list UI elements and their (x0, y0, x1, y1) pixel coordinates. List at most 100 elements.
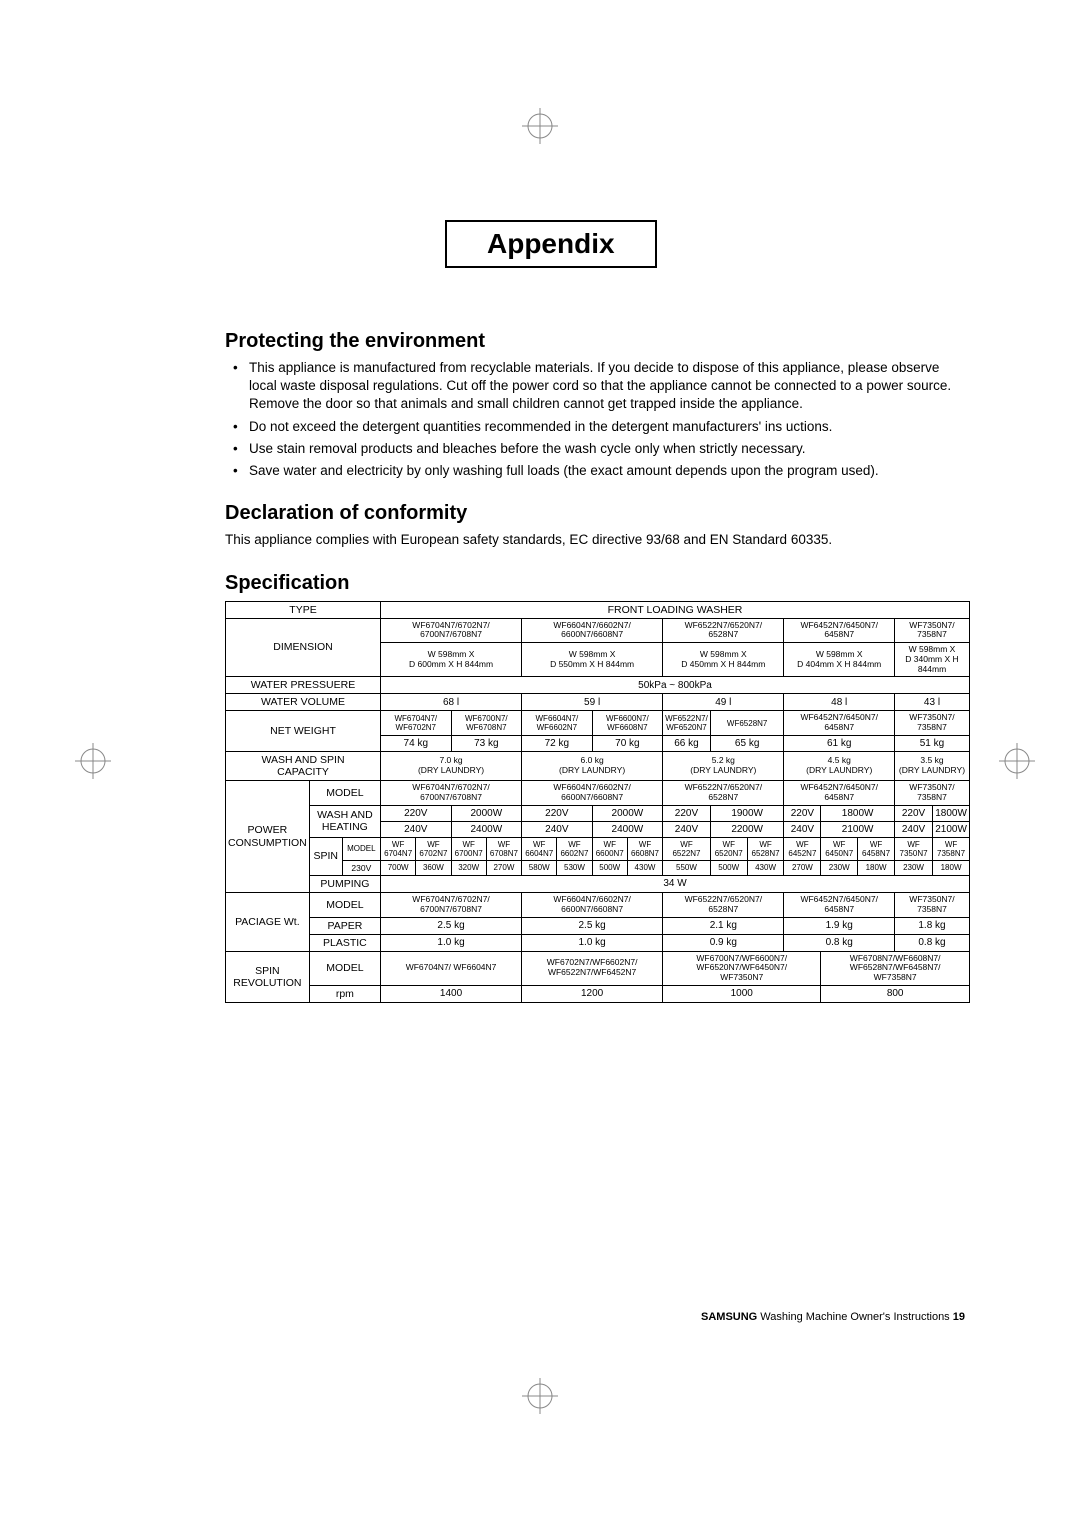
footer: SAMSUNG Washing Machine Owner's Instruct… (701, 1311, 965, 1323)
wh240: 240V (381, 821, 452, 837)
spin-model: WF6520N7 (710, 837, 747, 860)
dim-model: WF6604N7/6602N7/6600N7/6608N7 (522, 618, 663, 643)
wh220: 220V (784, 805, 821, 821)
pc-model: WF6522N7/6520N7/6528N7 (663, 781, 784, 806)
pumping-value: 34 W (381, 875, 970, 892)
crop-mark-top (522, 108, 558, 150)
paper-val: 1.9 kg (784, 917, 894, 934)
declaration-text: This appliance complies with European sa… (225, 531, 970, 549)
wh240: 2100W (821, 821, 895, 837)
rpm-val: 800 (821, 985, 970, 1002)
nw-model: WF6700N7/WF6708N7 (451, 711, 522, 736)
crop-mark-bottom (522, 1378, 558, 1420)
wash-spin-val: 6.0 kg(DRY LAUNDRY) (522, 751, 663, 780)
pc-model: WF6604N7/6602N7/6600N7/6608N7 (522, 781, 663, 806)
nw-val: 51 kg (894, 735, 969, 751)
dimension-label: DIMENSION (226, 618, 381, 677)
crop-mark-right (999, 743, 1035, 785)
v230-label: 230V (342, 860, 380, 875)
nw-model: WF6522N7/WF6520N7 (663, 711, 711, 736)
wh220: 1800W (933, 805, 970, 821)
wh220: 2000W (592, 805, 663, 821)
wash-spin-val: 7.0 kg(DRY LAUNDRY) (381, 751, 522, 780)
protect-bullet: This appliance is manufactured from recy… (239, 359, 970, 414)
dim-model: WF6522N7/6520N7/6528N7 (663, 618, 784, 643)
dim-size: W 598mm XD 340mm X H 844mm (894, 643, 969, 677)
wash-heat-label: WASH ANDHEATING (309, 805, 380, 837)
water-volume: 48 l (784, 694, 894, 711)
plastic-val: 1.0 kg (522, 934, 663, 951)
water-volume: 59 l (522, 694, 663, 711)
v230: 430W (627, 860, 662, 875)
v230: 500W (710, 860, 747, 875)
wash-spin-val: 5.2 kg(DRY LAUNDRY) (663, 751, 784, 780)
wh220: 220V (894, 805, 932, 821)
dim-size: W 598mm XD 404mm X H 844mm (784, 643, 894, 677)
spin-model-hdr: MODEL (342, 837, 380, 860)
dim-size: W 598mm XD 550mm X H 844mm (522, 643, 663, 677)
nw-val: 73 kg (451, 735, 522, 751)
spin-model: WF6702N7 (416, 837, 451, 860)
page-title: Appendix (487, 228, 615, 259)
v230: 550W (663, 860, 711, 875)
spin-rev-label: SPINREVOLUTION (226, 951, 310, 1002)
sr-model: WF6704N7/ WF6604N7 (381, 951, 522, 985)
spin-model: WF6452N7 (784, 837, 821, 860)
pkg-model: WF6522N7/6520N7/6528N7 (663, 892, 784, 917)
nw-model: WF6600N7/WF6608N7 (592, 711, 663, 736)
v230: 700W (381, 860, 416, 875)
water-pressure-value: 50kPa ~ 800kPa (381, 677, 970, 694)
dim-model: WF6452N7/6450N7/6458N7 (784, 618, 894, 643)
wh240: 240V (663, 821, 711, 837)
protect-list: This appliance is manufactured from recy… (225, 359, 970, 480)
wh220: 1900W (710, 805, 784, 821)
v230: 180W (933, 860, 970, 875)
pkg-model: WF6704N7/6702N7/6700N7/6708N7 (381, 892, 522, 917)
v230: 360W (416, 860, 451, 875)
spin-model: WF6708N7 (486, 837, 521, 860)
spin-model: WF6604N7 (522, 837, 557, 860)
wh220: 220V (522, 805, 593, 821)
dim-model: WF7350N7/7358N7 (894, 618, 969, 643)
wash-spin-label: WASH AND SPINCAPACITY (226, 751, 381, 780)
model-label: MODEL (309, 781, 380, 806)
v230: 270W (486, 860, 521, 875)
v230: 270W (784, 860, 821, 875)
water-volume: 43 l (894, 694, 969, 711)
nw-model: WF6704N7/WF6702N7 (381, 711, 452, 736)
paper-val: 2.5 kg (522, 917, 663, 934)
paper-val: 2.5 kg (381, 917, 522, 934)
nw-model: WF6604N7/WF6602N7 (522, 711, 593, 736)
nw-val: 61 kg (784, 735, 894, 751)
net-weight-label: NET WEIGHT (226, 711, 381, 752)
nw-val: 72 kg (522, 735, 593, 751)
dim-model: WF6704N7/6702N7/6700N7/6708N7 (381, 618, 522, 643)
spin-model: WF6450N7 (821, 837, 858, 860)
spin-model: WF6602N7 (557, 837, 592, 860)
rpm-label: rpm (309, 985, 380, 1002)
pumping-label: PUMPING (309, 875, 380, 892)
water-pressure-label: WATER PRESSUERE (226, 677, 381, 694)
type-label: TYPE (226, 601, 381, 618)
nw-model: WF6528N7 (710, 711, 784, 736)
sr-model: WF6702N7/WF6602N7/WF6522N7/WF6452N7 (522, 951, 663, 985)
rpm-val: 1400 (381, 985, 522, 1002)
paper-val: 2.1 kg (663, 917, 784, 934)
wh240: 2400W (451, 821, 522, 837)
v230: 320W (451, 860, 486, 875)
water-volume: 49 l (663, 694, 784, 711)
type-value: FRONT LOADING WASHER (381, 601, 970, 618)
wash-spin-val: 4.5 kg(DRY LAUNDRY) (784, 751, 894, 780)
protect-bullet: Use stain removal products and bleaches … (239, 440, 970, 458)
sr-model: WF6700N7/WF6600N7/WF6520N7/WF6450N7/WF73… (663, 951, 821, 985)
spin-model: WF6704N7 (381, 837, 416, 860)
wh240: 240V (522, 821, 593, 837)
spin-model: WF7350N7 (894, 837, 932, 860)
package-label: PACIAGE Wt. (226, 892, 310, 951)
plastic-val: 0.9 kg (663, 934, 784, 951)
protect-bullet: Do not exceed the detergent quantities r… (239, 418, 970, 436)
plastic-val: 0.8 kg (784, 934, 894, 951)
spin-model: WF6600N7 (592, 837, 627, 860)
footer-page: 19 (953, 1311, 965, 1323)
water-volume: 68 l (381, 694, 522, 711)
